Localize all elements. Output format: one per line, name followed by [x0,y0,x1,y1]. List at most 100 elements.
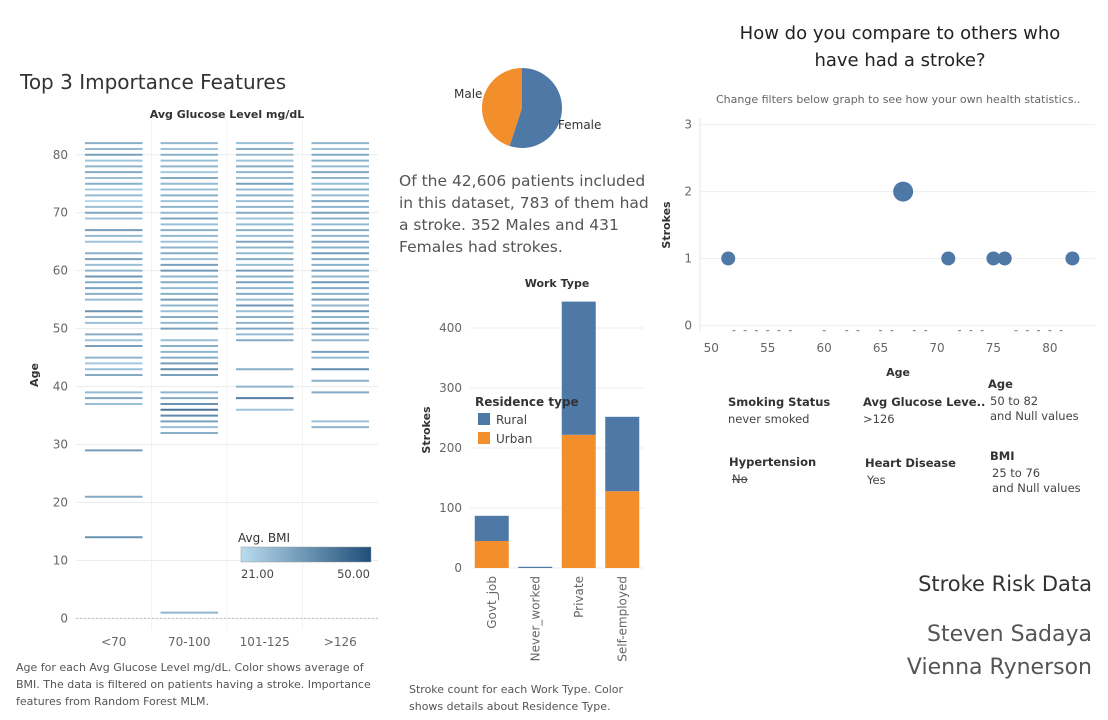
smoking-filter-value[interactable]: never smoked [728,412,810,426]
compare-title: How do you compare to others who have ha… [700,20,1100,74]
scatter-x-tick: 75 [986,341,1001,355]
bar-legend-swatch-rural [478,413,490,425]
heatmap-y-tick: 30 [53,438,68,452]
heatmap-y-tick: 0 [60,611,68,625]
bar-y-tick: 0 [454,561,462,575]
smoking-filter[interactable]: Smoking Status never smoked [728,395,830,426]
heatmap-y-tick: 20 [53,496,68,510]
scatter-point [997,251,1012,266]
scatter-y-tick: 1 [684,251,692,265]
pie-label-female: Female [558,118,601,132]
bar-legend-title: Residence type [475,395,579,409]
scatter-x-tick: 70 [929,341,944,355]
bmi-filter-value-range[interactable]: 25 to 76 [992,466,1041,480]
bmi-filter-value-null[interactable]: and Null values [992,481,1081,495]
scatter-y-tick: 2 [684,185,692,199]
smoking-filter-label: Smoking Status [728,395,831,409]
bar-segment-urban [561,434,596,568]
age-filter-value-null[interactable]: and Null values [990,409,1079,423]
bar-segment-rural [518,566,553,568]
bar-segment-urban [474,541,509,568]
glucose-filter-label: Avg Glucose Leve.. [863,395,986,409]
bar-y-tick: 200 [439,441,462,455]
mid-caption: Stroke count for each Work Type. Color s… [409,683,624,713]
heatmap-y-tick: 10 [53,553,68,567]
bmi-legend-min: 21.00 [241,567,274,581]
heatmap-x-tick: >126 [324,635,357,649]
glucose-filter-value[interactable]: >126 [863,412,895,426]
work-type-chart: Work Type 0 100 200 300 400 Strokes Govt_job Nev… [420,277,644,662]
scatter-point [986,251,1001,266]
scatter-point [893,181,914,202]
scatter-point [941,251,956,266]
heatmap-y-tick: 60 [53,264,68,278]
scatter-x-tick: 50 [704,341,719,355]
bar-segment-rural [474,515,509,541]
left-title: Top 3 Importance Features [20,70,287,94]
heatmap-y-label: Age [28,363,41,387]
scatter-x-tick: 60 [817,341,832,355]
age-strokes-scatter: 0 1 2 3 50 55 60 65 70 75 80 Age Strokes [660,118,1095,379]
bar-x-tick: Self-employed [615,576,629,662]
heatmap-y-tick: 40 [53,380,68,394]
scatter-y-tick: 3 [684,118,692,132]
scatter-y-label: Strokes [660,201,673,249]
hypertension-filter-label: Hypertension [729,455,817,469]
heart-disease-filter[interactable]: Heart Disease Yes [865,456,956,487]
heart-disease-filter-value[interactable]: Yes [867,473,886,487]
bmi-legend-title: Avg. BMI [238,531,290,545]
heatmap-x-tick: 101-125 [240,635,290,649]
bmi-legend-max: 50.00 [337,567,370,581]
bar-legend-label-rural: Rural [496,413,527,427]
author-name-1: Steven Sadaya [926,622,1092,647]
compare-title-line2: have had a stroke? [814,50,986,71]
dashboard-brand: Stroke Risk Data [918,572,1092,596]
bar-x-tick: Govt_job [485,576,499,629]
scatter-y-tick: 0 [684,318,692,332]
bar-x-tick: Never_worked [528,576,542,661]
pie-slice-female [509,68,562,148]
scatter-x-tick: 65 [873,341,888,355]
scatter-point [721,251,736,266]
author-name-2: Vienna Rynerson [906,655,1092,680]
glucose-filter[interactable]: Avg Glucose Leve.. >126 [863,395,985,426]
age-filter[interactable]: Age 50 to 82 and Null values [988,377,1079,423]
bar-legend-swatch-urban [478,432,490,444]
heatmap-x-tick: 70-100 [168,635,211,649]
heatmap-y-tick: 70 [53,206,68,220]
left-caption: Age for each Avg Glucose Level mg/dL. Co… [16,661,371,708]
bar-y-label: Strokes [420,406,433,454]
glucose-age-chart: Avg Glucose Level mg/dL 0 10 20 30 40 50 60 70 80… [28,108,378,649]
gender-pie-chart: Male Female [454,68,601,148]
heatmap-y-tick: 50 [53,322,68,336]
bar-title: Work Type [525,277,590,290]
bar-legend-label-urban: Urban [496,432,532,446]
scatter-x-tick: 55 [760,341,775,355]
bmi-filter[interactable]: BMI 25 to 76 and Null values [990,449,1081,495]
age-filter-value-range[interactable]: 50 to 82 [990,394,1039,408]
bar-segment-urban [605,491,640,568]
heatmap-x-tick: <70 [101,635,126,649]
age-filter-label: Age [988,377,1013,391]
bar-y-tick: 100 [439,501,462,515]
bmi-legend-bar [240,546,372,563]
heatmap-title: Avg Glucose Level mg/dL [150,108,304,121]
heart-disease-filter-label: Heart Disease [865,456,956,470]
compare-title-line1: How do you compare to others who [739,23,1061,44]
bar-x-tick: Private [572,576,586,618]
bar-segment-rural [561,301,596,435]
pie-slice-male [482,68,522,147]
scatter-x-tick: 80 [1042,341,1057,355]
compare-subtitle: Change filters below graph to see how yo… [716,93,1081,106]
bar-y-tick: 400 [439,321,462,335]
stroke-stat-text: Of the 42,606 patients included in this … [399,172,649,256]
bmi-filter-label: BMI [990,449,1015,463]
scatter-x-label: Age [886,366,910,379]
pie-label-male: Male [454,87,482,101]
scatter-point [1065,251,1080,266]
bar-segment-rural [605,416,640,492]
hypertension-filter[interactable]: Hypertension No [729,455,816,486]
heatmap-y-tick: 80 [53,148,68,162]
hypertension-filter-value[interactable]: No [732,472,748,486]
bar-y-tick: 300 [439,381,462,395]
